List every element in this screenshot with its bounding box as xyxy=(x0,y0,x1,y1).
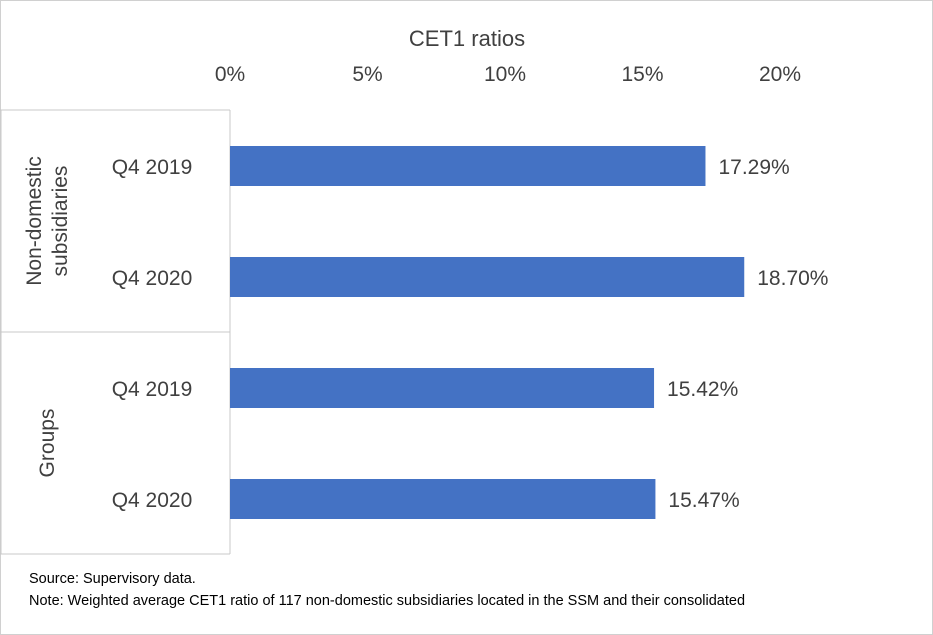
category-label: Q4 2019 xyxy=(112,156,193,179)
x-tick-label: 5% xyxy=(352,63,382,86)
category-label: Q4 2020 xyxy=(112,489,193,512)
bars xyxy=(230,146,745,519)
footnotes: Source: Supervisory data. Note: Weighted… xyxy=(29,568,745,612)
source-note: Source: Supervisory data. xyxy=(29,571,196,587)
x-tick-label: 15% xyxy=(621,63,663,86)
group-label-line: subsidiaries xyxy=(49,166,72,277)
x-tick-label: 10% xyxy=(484,63,526,86)
bar xyxy=(230,368,655,408)
group-label-line: Non-domestic xyxy=(23,156,46,286)
x-tick-label: 20% xyxy=(759,63,801,86)
bar xyxy=(230,479,656,519)
group-labels: Non-domestic subsidiaries Groups xyxy=(23,156,72,477)
bar xyxy=(230,257,745,297)
bar xyxy=(230,146,706,186)
category-label: Q4 2020 xyxy=(112,267,193,290)
group-label-line: Groups xyxy=(36,409,59,478)
data-label: 15.47% xyxy=(668,489,739,512)
x-tick-label: 0% xyxy=(215,63,245,86)
data-labels: 17.29% 18.70% 15.42% 15.47% xyxy=(667,156,828,512)
methodology-note: Note: Weighted average CET1 ratio of 117… xyxy=(29,593,746,609)
data-label: 17.29% xyxy=(718,156,789,179)
x-axis-tick-labels: 0% 5% 10% 15% 20% xyxy=(215,63,801,86)
category-label: Q4 2019 xyxy=(112,378,193,401)
category-labels: Q4 2019 Q4 2020 Q4 2019 Q4 2020 xyxy=(112,156,193,512)
data-label: 15.42% xyxy=(667,378,738,401)
cet1-bar-chart: CET1 ratios 0% 5% 10% 15% 20% Non-domestic su… xyxy=(0,26,828,555)
data-label: 18.70% xyxy=(757,267,828,290)
chart-title: CET1 ratios xyxy=(409,26,525,51)
